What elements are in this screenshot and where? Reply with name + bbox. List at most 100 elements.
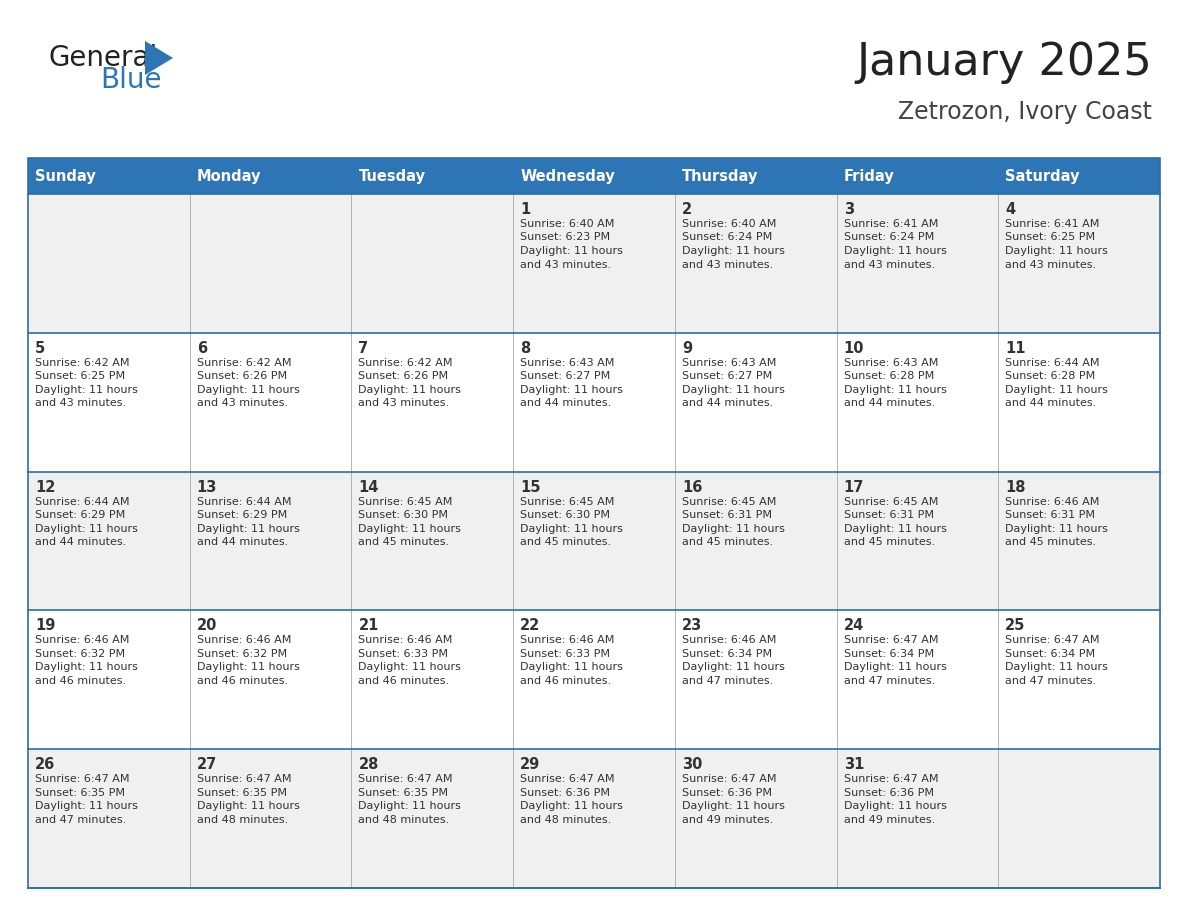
Text: Sunset: 6:23 PM: Sunset: 6:23 PM	[520, 232, 611, 242]
Bar	[513, 194, 675, 333]
Text: Sunset: 6:25 PM: Sunset: 6:25 PM	[34, 371, 125, 381]
Bar	[190, 333, 352, 472]
Text: Sunrise: 6:45 AM: Sunrise: 6:45 AM	[843, 497, 939, 507]
Bar	[29, 158, 190, 194]
Bar	[190, 472, 352, 610]
Text: Sunset: 6:35 PM: Sunset: 6:35 PM	[359, 788, 448, 798]
Text: and 46 minutes.: and 46 minutes.	[34, 676, 126, 686]
Text: Daylight: 11 hours: Daylight: 11 hours	[843, 801, 947, 812]
Text: and 44 minutes.: and 44 minutes.	[843, 398, 935, 409]
Bar	[998, 610, 1159, 749]
Text: Daylight: 11 hours: Daylight: 11 hours	[197, 801, 299, 812]
Text: 29: 29	[520, 757, 541, 772]
Text: Sunset: 6:33 PM: Sunset: 6:33 PM	[359, 649, 448, 659]
Text: Sunrise: 6:47 AM: Sunrise: 6:47 AM	[197, 774, 291, 784]
Text: Sunrise: 6:47 AM: Sunrise: 6:47 AM	[682, 774, 776, 784]
Text: Daylight: 11 hours: Daylight: 11 hours	[34, 663, 138, 672]
Text: and 47 minutes.: and 47 minutes.	[682, 676, 773, 686]
Bar	[513, 749, 675, 888]
Text: Sunset: 6:33 PM: Sunset: 6:33 PM	[520, 649, 611, 659]
Text: Daylight: 11 hours: Daylight: 11 hours	[359, 801, 461, 812]
Text: 6: 6	[197, 341, 207, 356]
Text: and 43 minutes.: and 43 minutes.	[34, 398, 126, 409]
Text: Sunrise: 6:42 AM: Sunrise: 6:42 AM	[197, 358, 291, 368]
Text: Daylight: 11 hours: Daylight: 11 hours	[843, 246, 947, 256]
Text: Sunrise: 6:43 AM: Sunrise: 6:43 AM	[520, 358, 614, 368]
Text: Sunrise: 6:47 AM: Sunrise: 6:47 AM	[34, 774, 129, 784]
Text: January 2025: January 2025	[857, 40, 1152, 84]
Text: Daylight: 11 hours: Daylight: 11 hours	[34, 801, 138, 812]
Text: 25: 25	[1005, 619, 1025, 633]
Text: Sunset: 6:28 PM: Sunset: 6:28 PM	[1005, 371, 1095, 381]
Text: Sunrise: 6:45 AM: Sunrise: 6:45 AM	[520, 497, 614, 507]
Bar	[29, 158, 1159, 888]
Text: and 45 minutes.: and 45 minutes.	[682, 537, 773, 547]
Bar	[998, 333, 1159, 472]
Text: 20: 20	[197, 619, 217, 633]
Bar	[998, 194, 1159, 333]
Text: Sunrise: 6:43 AM: Sunrise: 6:43 AM	[843, 358, 939, 368]
Text: and 47 minutes.: and 47 minutes.	[1005, 676, 1097, 686]
Text: Daylight: 11 hours: Daylight: 11 hours	[197, 385, 299, 395]
Text: Daylight: 11 hours: Daylight: 11 hours	[34, 385, 138, 395]
Text: Daylight: 11 hours: Daylight: 11 hours	[520, 385, 623, 395]
Text: Sunset: 6:31 PM: Sunset: 6:31 PM	[682, 510, 772, 521]
Text: Daylight: 11 hours: Daylight: 11 hours	[1005, 246, 1108, 256]
Text: Sunrise: 6:44 AM: Sunrise: 6:44 AM	[197, 497, 291, 507]
Text: Daylight: 11 hours: Daylight: 11 hours	[682, 801, 785, 812]
Text: Daylight: 11 hours: Daylight: 11 hours	[359, 385, 461, 395]
Text: 4: 4	[1005, 202, 1016, 217]
Text: Sunrise: 6:40 AM: Sunrise: 6:40 AM	[682, 219, 776, 229]
Text: 28: 28	[359, 757, 379, 772]
Text: Sunset: 6:30 PM: Sunset: 6:30 PM	[520, 510, 611, 521]
Bar	[352, 158, 513, 194]
Text: Sunset: 6:27 PM: Sunset: 6:27 PM	[520, 371, 611, 381]
Text: Sunrise: 6:46 AM: Sunrise: 6:46 AM	[197, 635, 291, 645]
Text: and 47 minutes.: and 47 minutes.	[34, 814, 126, 824]
Text: Sunset: 6:29 PM: Sunset: 6:29 PM	[197, 510, 287, 521]
Text: 23: 23	[682, 619, 702, 633]
Text: Sunrise: 6:43 AM: Sunrise: 6:43 AM	[682, 358, 776, 368]
Text: Sunset: 6:34 PM: Sunset: 6:34 PM	[843, 649, 934, 659]
Text: and 45 minutes.: and 45 minutes.	[1005, 537, 1097, 547]
Text: 18: 18	[1005, 479, 1025, 495]
Text: Sunset: 6:35 PM: Sunset: 6:35 PM	[197, 788, 286, 798]
Text: Daylight: 11 hours: Daylight: 11 hours	[359, 663, 461, 672]
Text: Daylight: 11 hours: Daylight: 11 hours	[520, 523, 623, 533]
Bar	[836, 610, 998, 749]
Text: and 43 minutes.: and 43 minutes.	[520, 260, 612, 270]
Text: Sunrise: 6:47 AM: Sunrise: 6:47 AM	[359, 774, 453, 784]
Bar	[29, 749, 190, 888]
Text: Sunset: 6:36 PM: Sunset: 6:36 PM	[520, 788, 611, 798]
Text: 5: 5	[34, 341, 45, 356]
Text: Daylight: 11 hours: Daylight: 11 hours	[843, 663, 947, 672]
Bar	[836, 158, 998, 194]
Text: 26: 26	[34, 757, 56, 772]
Bar	[352, 194, 513, 333]
Text: Sunrise: 6:46 AM: Sunrise: 6:46 AM	[520, 635, 614, 645]
Text: 7: 7	[359, 341, 368, 356]
Text: 3: 3	[843, 202, 854, 217]
Text: Daylight: 11 hours: Daylight: 11 hours	[197, 523, 299, 533]
Text: and 44 minutes.: and 44 minutes.	[520, 398, 612, 409]
Text: Sunset: 6:32 PM: Sunset: 6:32 PM	[197, 649, 286, 659]
Polygon shape	[145, 41, 173, 75]
Text: Sunrise: 6:41 AM: Sunrise: 6:41 AM	[1005, 219, 1100, 229]
Bar	[352, 333, 513, 472]
Text: and 49 minutes.: and 49 minutes.	[682, 814, 773, 824]
Text: Daylight: 11 hours: Daylight: 11 hours	[520, 663, 623, 672]
Text: Zetrozon, Ivory Coast: Zetrozon, Ivory Coast	[898, 100, 1152, 124]
Text: Daylight: 11 hours: Daylight: 11 hours	[520, 246, 623, 256]
Text: Sunset: 6:36 PM: Sunset: 6:36 PM	[843, 788, 934, 798]
Bar	[836, 333, 998, 472]
Bar	[190, 749, 352, 888]
Text: 30: 30	[682, 757, 702, 772]
Text: Sunrise: 6:44 AM: Sunrise: 6:44 AM	[34, 497, 129, 507]
Text: Sunset: 6:35 PM: Sunset: 6:35 PM	[34, 788, 125, 798]
Text: Daylight: 11 hours: Daylight: 11 hours	[34, 523, 138, 533]
Text: Sunrise: 6:47 AM: Sunrise: 6:47 AM	[1005, 635, 1100, 645]
Text: Sunset: 6:32 PM: Sunset: 6:32 PM	[34, 649, 125, 659]
Bar	[190, 158, 352, 194]
Text: Sunrise: 6:45 AM: Sunrise: 6:45 AM	[682, 497, 776, 507]
Bar	[513, 610, 675, 749]
